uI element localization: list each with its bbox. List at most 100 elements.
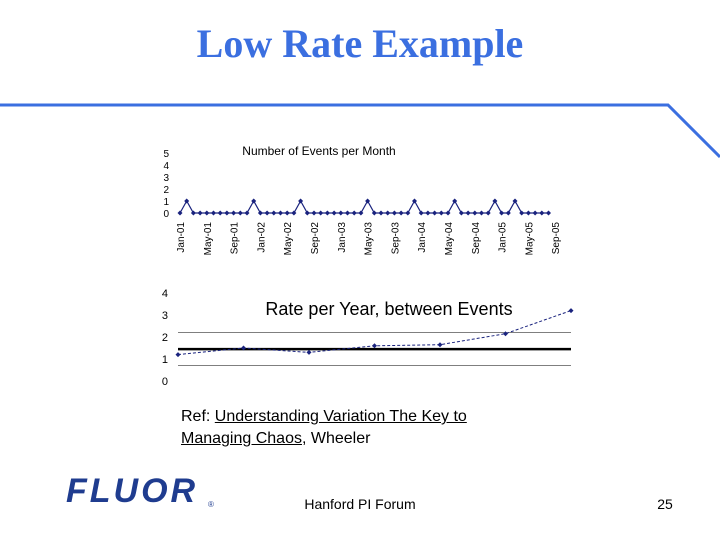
chart1-x-tick-label: May-02 bbox=[283, 222, 294, 256]
chart2-data-point bbox=[372, 343, 377, 349]
chart1-data-point bbox=[385, 210, 391, 216]
chart1-y-tick-label: 4 bbox=[163, 161, 169, 172]
chart1-data-point bbox=[264, 210, 270, 216]
chart1-data-point bbox=[257, 210, 263, 216]
reference-text: Ref: Understanding Variation The Key to … bbox=[181, 406, 541, 450]
chart2-y-tick-label: 3 bbox=[162, 310, 168, 322]
reference-suffix: , Wheeler bbox=[301, 430, 371, 447]
chart1-data-point bbox=[231, 210, 237, 216]
chart1-data-point bbox=[284, 210, 290, 216]
chart1-data-point bbox=[224, 210, 230, 216]
chart1-data-point bbox=[345, 210, 350, 216]
footer-forum-name: Hanford PI Forum bbox=[304, 496, 416, 512]
chart1-data-point bbox=[204, 210, 210, 216]
chart2-y-tick-label: 2 bbox=[162, 332, 168, 344]
chart1-data-point bbox=[378, 210, 384, 216]
reference-link[interactable]: Understanding Variation The Key to Manag… bbox=[181, 408, 467, 447]
chart1-data-point bbox=[485, 210, 491, 216]
chart1-data-point bbox=[452, 198, 458, 204]
chart1-data-point bbox=[398, 210, 404, 216]
chart1-data-point bbox=[278, 210, 283, 216]
chart1-data-point bbox=[365, 198, 371, 204]
chart2-data-point bbox=[503, 331, 508, 337]
chart2-data-point bbox=[306, 349, 312, 355]
chart1-x-tick-label: May-05 bbox=[524, 222, 535, 256]
chart1-y-tick-label: 3 bbox=[163, 173, 169, 184]
chart1-data-point bbox=[458, 210, 464, 216]
chart1-data-point bbox=[519, 210, 525, 216]
chart1-x-tick-label: May-01 bbox=[203, 222, 214, 256]
chart1-data-point bbox=[539, 210, 545, 216]
chart1-data-point bbox=[371, 210, 377, 216]
chart2-y-tick-label: 0 bbox=[162, 376, 168, 388]
chart1-data-point bbox=[512, 198, 518, 204]
chart2-y-tick-label: 1 bbox=[162, 354, 168, 366]
reference-prefix: Ref: bbox=[181, 408, 215, 425]
chart1-data-point bbox=[271, 210, 277, 216]
chart1-y-tick-label: 2 bbox=[163, 185, 169, 196]
chart1-data-point bbox=[505, 210, 511, 216]
chart1-data-point bbox=[324, 210, 330, 216]
chart1-data-point bbox=[311, 210, 317, 216]
chart1-data-point bbox=[532, 210, 538, 216]
chart1-data-point bbox=[445, 210, 451, 216]
chart2-data-point bbox=[568, 308, 574, 314]
chart1-data-point bbox=[432, 210, 438, 216]
chart1-data-point bbox=[184, 198, 190, 204]
chart1-data-point bbox=[391, 210, 397, 216]
chart2-data-point bbox=[241, 345, 246, 351]
chart1-data-point bbox=[425, 210, 431, 216]
chart1-data-point bbox=[351, 210, 357, 216]
chart1-x-tick-label: Sep-02 bbox=[310, 222, 321, 255]
chart1-data-point bbox=[304, 210, 310, 216]
chart1-data-point bbox=[251, 198, 257, 204]
chart1-data-point bbox=[546, 210, 551, 216]
chart1-x-tick-label: Jan-05 bbox=[498, 222, 509, 253]
chart1-y-tick-label: 5 bbox=[163, 149, 169, 160]
chart1-x-tick-label: Sep-04 bbox=[471, 222, 482, 255]
chart2-y-tick-label: 4 bbox=[162, 288, 168, 300]
chart1-data-point bbox=[298, 198, 304, 204]
chart1-data-point bbox=[190, 210, 196, 216]
chart1-data-point bbox=[499, 210, 505, 216]
title-rule bbox=[0, 103, 720, 159]
chart1-data-point bbox=[492, 198, 498, 204]
chart1-x-tick-label: Jan-03 bbox=[337, 222, 348, 253]
chart1-x-tick-label: Sep-03 bbox=[390, 222, 401, 255]
chart1-x-tick-label: Jan-01 bbox=[176, 222, 187, 253]
chart1-x-tick-label: May-04 bbox=[444, 222, 455, 256]
chart1-data-point bbox=[438, 210, 444, 216]
chart2-data-point bbox=[175, 352, 181, 358]
chart1-x-tick-label: May-03 bbox=[364, 222, 375, 256]
chart1-x-tick-label: Sep-01 bbox=[230, 222, 241, 255]
chart1-data-point bbox=[338, 210, 344, 216]
chart1-data-point bbox=[244, 210, 250, 216]
chart1-x-tick-label: Sep-05 bbox=[551, 222, 562, 255]
title-rule-line bbox=[0, 103, 720, 159]
chart1-data-point bbox=[291, 210, 297, 216]
chart1-data-point bbox=[237, 210, 243, 216]
chart1-data-point bbox=[412, 198, 417, 204]
chart1-data-point bbox=[479, 210, 484, 216]
chart1-y-tick-label: 1 bbox=[163, 197, 169, 208]
chart1-data-point bbox=[405, 210, 411, 216]
chart1-data-point bbox=[217, 210, 223, 216]
chart1-data-point bbox=[418, 210, 424, 216]
chart1-data-point bbox=[465, 210, 471, 216]
chart1-data-point bbox=[318, 210, 324, 216]
fluor-logo: FLUOR bbox=[66, 472, 199, 510]
chart1-data-point bbox=[177, 210, 183, 216]
chart1-title: Number of Events per Month bbox=[242, 144, 395, 158]
chart1-y-tick-label: 0 bbox=[163, 209, 169, 220]
chart2-data-point bbox=[437, 342, 443, 348]
chart1-x-tick-label: Jan-04 bbox=[417, 222, 428, 253]
chart1-data-point bbox=[211, 210, 216, 216]
chart1-data-point bbox=[525, 210, 531, 216]
chart1-x-tick-label: Jan-02 bbox=[256, 222, 267, 253]
fluor-logo-registered: ® bbox=[208, 500, 214, 509]
chart1-data-point bbox=[331, 210, 337, 216]
slide-title: Low Rate Example bbox=[196, 21, 524, 66]
chart1-data-point bbox=[197, 210, 203, 216]
